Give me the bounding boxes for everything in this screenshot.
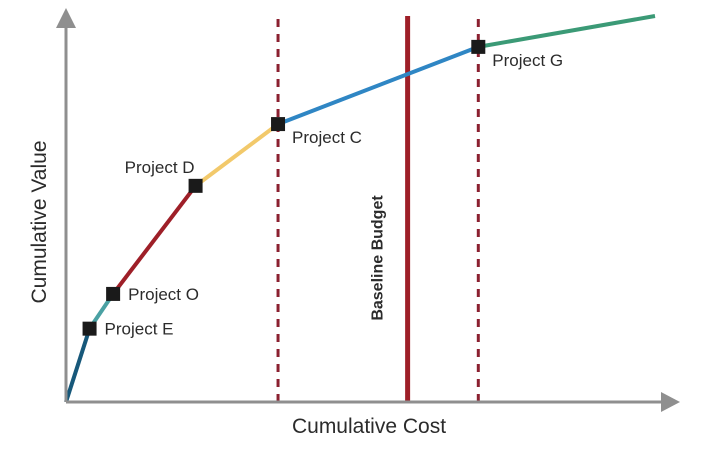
curve-segment — [194, 122, 280, 188]
project-label: Project G — [492, 51, 563, 70]
x-axis-arrow-icon — [661, 392, 680, 412]
project-label: Project O — [128, 285, 199, 304]
y-axis-label: Cumulative Value — [28, 140, 51, 303]
y-axis-arrow-icon — [56, 8, 76, 28]
project-marker — [188, 178, 203, 193]
axes: Cumulative Cost Cumulative Value — [28, 8, 680, 438]
curve-segment — [477, 14, 656, 49]
reference-lines: Baseline Budget — [276, 16, 480, 402]
baseline-budget-label: Baseline Budget — [370, 195, 387, 321]
curve-segment — [277, 45, 480, 126]
x-axis-label: Cumulative Cost — [292, 415, 446, 438]
project-markers — [82, 39, 486, 336]
project-labels: Project E Project O Project D Project C Proj… — [105, 51, 564, 339]
project-label: Project D — [125, 158, 195, 177]
curve-segment — [64, 328, 92, 403]
curve-segment — [111, 184, 198, 296]
project-marker — [471, 39, 486, 54]
project-label: Project E — [105, 320, 174, 339]
project-marker — [271, 117, 286, 132]
project-label: Project C — [292, 128, 362, 147]
project-marker — [82, 321, 97, 336]
project-marker — [106, 286, 121, 301]
value-curve — [64, 14, 656, 403]
